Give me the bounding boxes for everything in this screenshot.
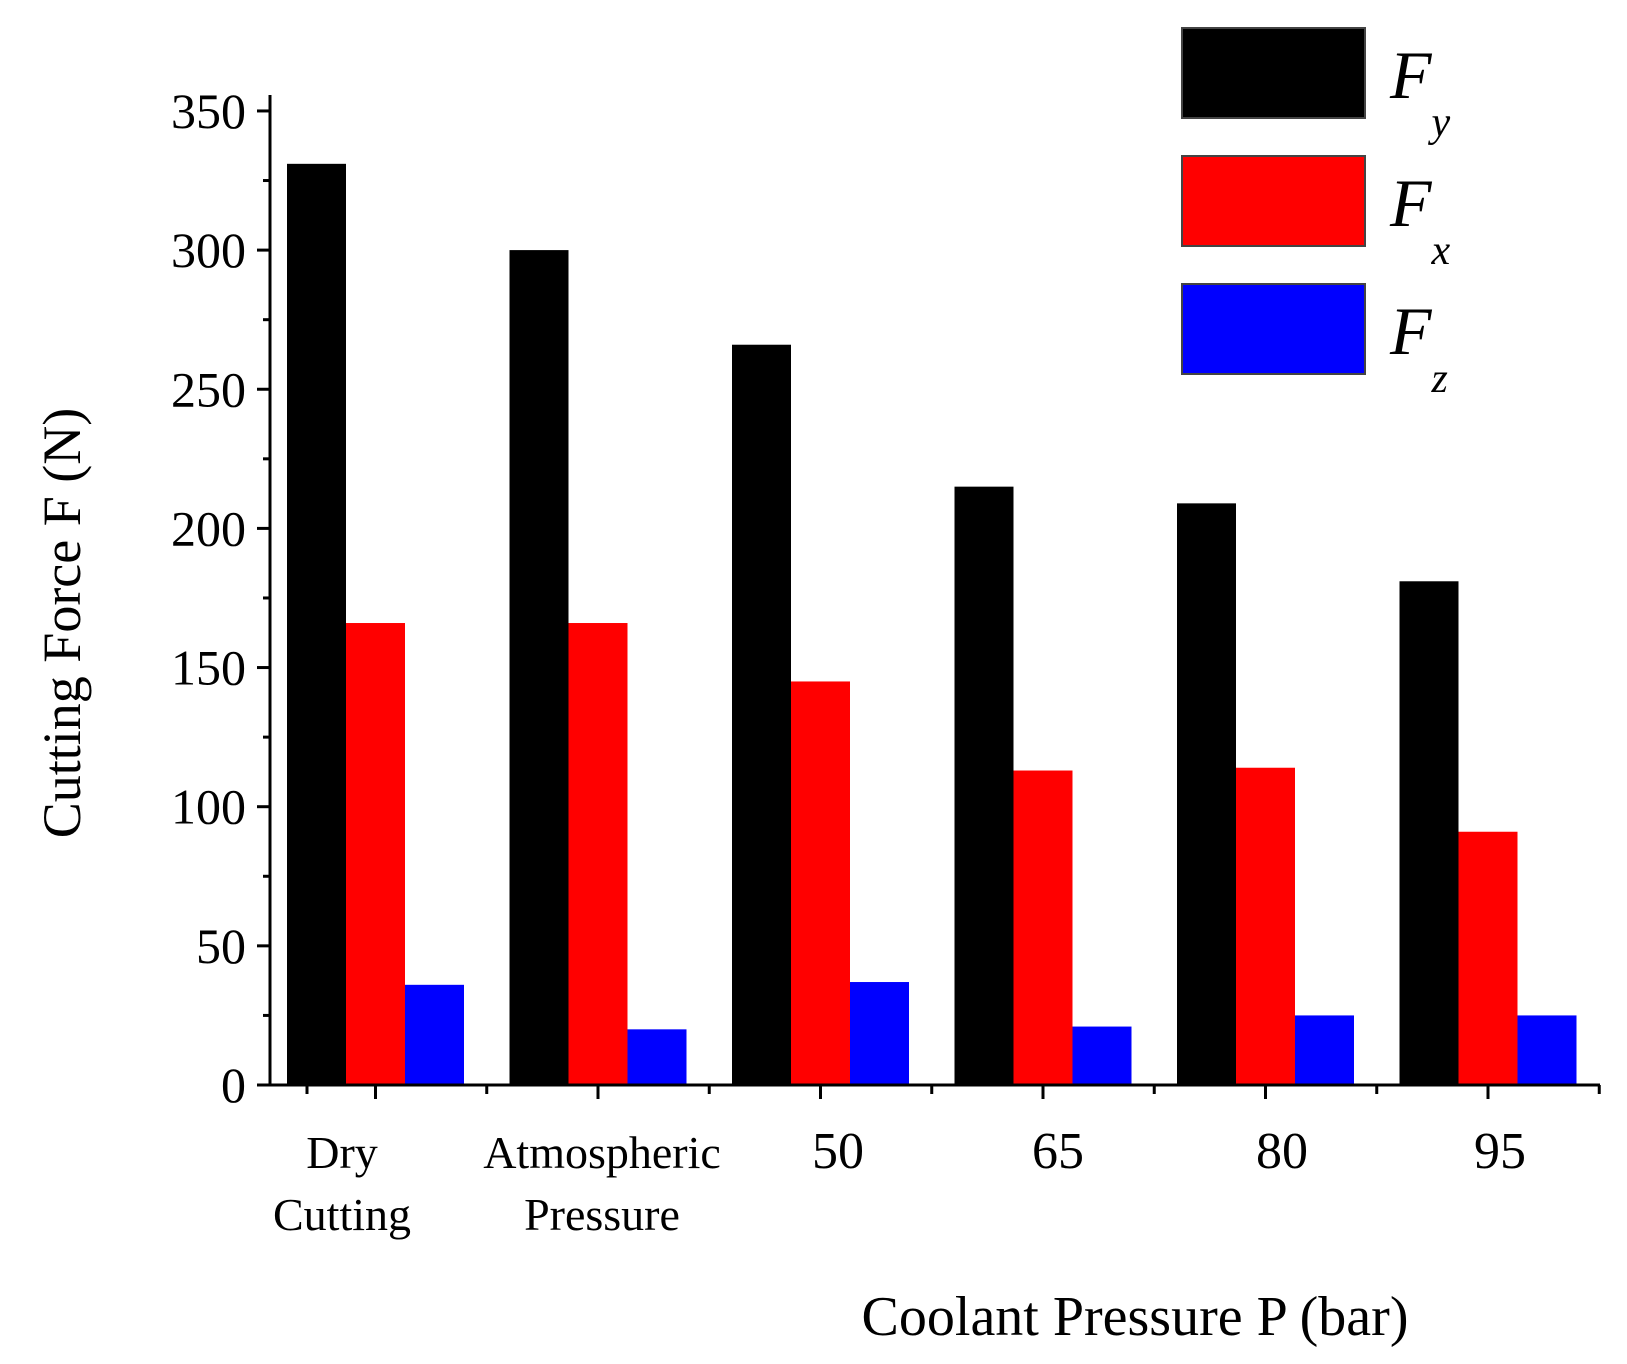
x-ticks-group: Dry Cutting Atmospheric Pressure 50 65 80 95 <box>273 1085 1601 1240</box>
legend-label-main: F <box>1389 293 1433 369</box>
bar-Fz-5 <box>1517 1015 1577 1085</box>
bar-Fy-5 <box>1399 581 1459 1085</box>
bar-Fx-2 <box>791 681 850 1085</box>
bar-Fz-0 <box>405 984 464 1085</box>
bar-Fy-4 <box>1177 503 1236 1085</box>
bar-Fx-3 <box>1013 770 1073 1085</box>
axes-group <box>268 95 1600 1087</box>
bars-group <box>287 163 1577 1086</box>
bar-Fy-3 <box>954 486 1014 1085</box>
legend-label-Fz: Fz <box>1389 293 1448 402</box>
bar-Fx-0 <box>346 623 405 1085</box>
bar-Fx-5 <box>1458 831 1518 1085</box>
x-category-label: 50 <box>812 1123 864 1180</box>
x-axis-label: Coolant Pressure P (bar) <box>862 1286 1409 1348</box>
x-category-label-line: 95 <box>1474 1123 1526 1180</box>
y-tick-label: 350 <box>171 83 246 139</box>
x-category-label: 65 <box>1032 1123 1084 1180</box>
x-category-label-line: Pressure <box>524 1189 680 1240</box>
y-axis-label: Cutting Force F (N) <box>32 408 92 838</box>
bar-Fx-4 <box>1236 767 1295 1085</box>
legend-swatch-Fy <box>1181 27 1366 119</box>
x-category-label-line: Atmospheric <box>483 1127 721 1178</box>
x-category-label-line: Cutting <box>273 1189 411 1240</box>
x-category-label-line: Dry <box>306 1127 378 1178</box>
y-ticks-group: 0 50 100 150 200 250 300 350 <box>171 83 270 1113</box>
bar-Fy-0 <box>287 163 346 1085</box>
x-category-label-line: 80 <box>1256 1123 1308 1180</box>
legend-label-main: F <box>1389 37 1433 113</box>
x-category-label: 80 <box>1256 1123 1308 1180</box>
bar-Fy-1 <box>509 250 569 1086</box>
legend-label-main: F <box>1389 165 1433 241</box>
x-category-label: Atmospheric Pressure <box>483 1127 721 1240</box>
bar-Fz-2 <box>850 982 909 1085</box>
bar-Fx-1 <box>568 623 628 1085</box>
bar-Fz-1 <box>627 1029 687 1085</box>
y-tick-label: 100 <box>171 779 246 835</box>
bar-Fz-4 <box>1295 1015 1354 1085</box>
x-category-label: 95 <box>1474 1123 1526 1180</box>
legend-swatch-Fx <box>1181 155 1366 247</box>
y-tick-label: 200 <box>171 500 246 556</box>
bar-Fy-2 <box>732 344 791 1085</box>
legend-swatch-Fz <box>1181 283 1366 375</box>
y-tick-label: 300 <box>171 222 246 278</box>
x-category-label-line: 65 <box>1032 1123 1084 1180</box>
y-tick-label: 0 <box>221 1057 246 1113</box>
legend-label-subscript: x <box>1431 228 1451 274</box>
x-category-label: Dry Cutting <box>273 1127 411 1240</box>
legend-label-subscript: z <box>1431 356 1448 402</box>
legend-label-Fy: Fy <box>1389 37 1451 146</box>
legend-label-subscript: y <box>1428 100 1451 146</box>
x-category-label-line: 50 <box>812 1123 864 1180</box>
bar-Fz-3 <box>1072 1026 1132 1085</box>
y-tick-label: 50 <box>196 918 246 974</box>
y-tick-label: 250 <box>171 361 246 417</box>
y-tick-label: 150 <box>171 640 246 696</box>
legend-label-Fx: Fx <box>1389 165 1451 274</box>
